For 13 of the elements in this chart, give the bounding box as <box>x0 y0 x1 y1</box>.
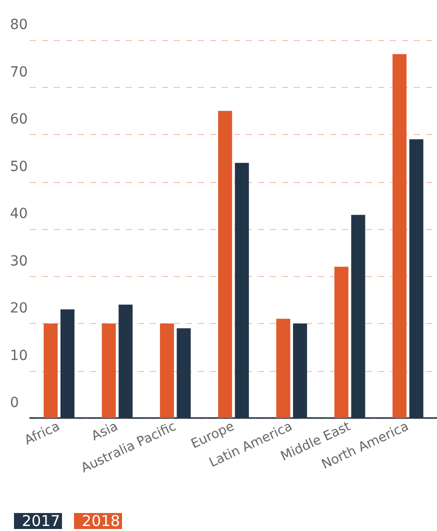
y-tick-label: 0 <box>10 395 19 411</box>
x-tick-label: Africa <box>22 419 62 448</box>
y-tick-label: 50 <box>10 158 28 175</box>
y-tick-label: 40 <box>10 206 28 222</box>
y-tick-label: 30 <box>10 253 28 270</box>
x-tick-label: Asia <box>89 419 120 444</box>
y-tick-label: 10 <box>10 348 28 364</box>
y-tick-label: 70 <box>10 64 28 80</box>
legend-label: 2017 <box>22 512 60 530</box>
legend-label: 2018 <box>82 512 120 530</box>
y-tick-label: 20 <box>10 300 28 316</box>
y-tick-label: 60 <box>10 112 28 128</box>
y-tick-label: 80 <box>10 17 28 33</box>
